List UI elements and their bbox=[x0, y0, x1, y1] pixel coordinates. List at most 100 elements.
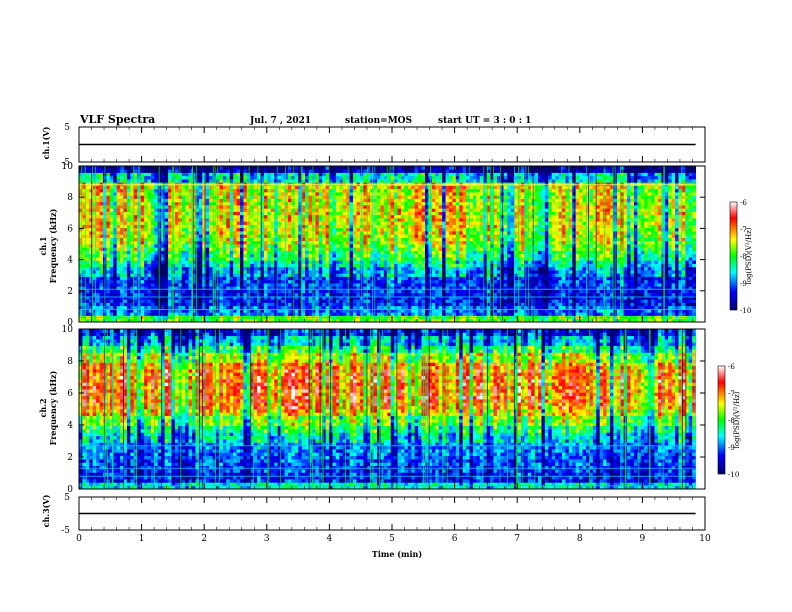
spectrogram-cell bbox=[154, 279, 159, 284]
spectrogram-cell bbox=[243, 253, 248, 258]
spectrogram-cell bbox=[380, 182, 385, 186]
spectrogram-cell bbox=[168, 299, 172, 303]
spectrogram-cell bbox=[335, 224, 340, 229]
spectrogram-cell bbox=[353, 244, 357, 248]
spectrogram-cell bbox=[150, 318, 155, 323]
spectrogram-cell bbox=[390, 201, 395, 206]
spectrogram-cell bbox=[205, 283, 210, 287]
spectrogram-cell bbox=[123, 312, 128, 316]
spectrogram-cell bbox=[329, 211, 333, 216]
spectrogram-cell bbox=[339, 260, 344, 264]
spectrogram-cell bbox=[233, 175, 237, 180]
spectrogram-cell bbox=[305, 240, 309, 245]
spectrogram-cell bbox=[116, 250, 121, 255]
spectrogram-cell bbox=[212, 296, 217, 300]
spectrogram-cell bbox=[147, 266, 152, 271]
spectrogram-cell bbox=[99, 302, 104, 307]
spectrogram-cell bbox=[373, 283, 378, 287]
spectrogram-cell bbox=[322, 279, 327, 284]
spectrogram-cell bbox=[356, 224, 361, 229]
spectrogram-cell bbox=[144, 279, 148, 284]
spectrogram-cell bbox=[414, 198, 419, 203]
spectrogram-cell bbox=[404, 221, 409, 225]
spectrogram-cell bbox=[397, 179, 402, 183]
spectrogram-cell bbox=[260, 273, 265, 277]
spectrogram-cell bbox=[421, 218, 426, 222]
spectrogram-cell bbox=[407, 195, 412, 199]
spectrogram-cell bbox=[123, 224, 128, 229]
spectrogram-cell bbox=[263, 305, 268, 310]
spectrogram-cell bbox=[233, 214, 237, 219]
spectrogram-cell bbox=[205, 201, 210, 206]
spectrogram-cell bbox=[325, 198, 330, 203]
y-tick-label: 5 bbox=[64, 123, 70, 133]
spectrogram-cell bbox=[322, 221, 327, 225]
spectrogram-cell bbox=[209, 283, 213, 287]
spectrogram-cell bbox=[390, 263, 395, 268]
spectrogram-cell bbox=[205, 266, 210, 271]
spectrogram-cell bbox=[188, 292, 193, 297]
spectrogram-cell bbox=[390, 218, 395, 222]
spectrogram-cell bbox=[263, 244, 268, 248]
spectrogram-cell bbox=[270, 292, 275, 297]
spectrogram-cell bbox=[418, 240, 422, 245]
spectrogram-cell bbox=[329, 201, 333, 206]
spectrogram-cell bbox=[219, 299, 224, 303]
spectrogram-cell bbox=[130, 305, 135, 310]
spectrogram-cell bbox=[116, 208, 121, 212]
spectrogram-cell bbox=[209, 218, 213, 222]
spectrogram-cell bbox=[147, 309, 152, 313]
spectrogram-cell bbox=[212, 205, 217, 209]
spectrogram-cell bbox=[250, 273, 255, 277]
spectrogram-cell bbox=[209, 260, 213, 264]
spectrogram-cell bbox=[373, 169, 378, 173]
spectrogram-cell bbox=[140, 309, 145, 313]
spectrogram-cell bbox=[92, 169, 97, 173]
spectrogram-cell bbox=[92, 292, 97, 297]
spectrogram-cell bbox=[298, 244, 303, 248]
spectrogram-cell bbox=[82, 227, 87, 232]
spectrogram-cell bbox=[353, 201, 357, 206]
spectrogram-cell bbox=[414, 192, 419, 196]
spectrogram-cell bbox=[311, 273, 316, 277]
spectrogram-cell bbox=[318, 305, 323, 310]
spectrogram-cell bbox=[120, 172, 124, 177]
spectrogram-cell bbox=[263, 221, 268, 225]
spectrogram-cell bbox=[301, 195, 306, 199]
spectrogram-cell bbox=[157, 289, 162, 294]
spectrogram-cell bbox=[212, 166, 217, 170]
spectrogram-cell bbox=[116, 247, 121, 251]
spectrogram-cell bbox=[390, 286, 395, 290]
spectrogram-cell bbox=[168, 318, 172, 323]
spectrogram-cell bbox=[164, 211, 169, 216]
spectrogram-cell bbox=[267, 214, 272, 219]
spectrogram-cell bbox=[123, 244, 128, 248]
spectrogram-cell bbox=[205, 318, 210, 323]
spectrogram-cell bbox=[126, 263, 131, 268]
spectrogram-cell bbox=[154, 263, 159, 268]
spectrogram-cell bbox=[240, 214, 244, 219]
spectrogram-cell bbox=[294, 266, 299, 271]
spectrogram-cell bbox=[79, 185, 83, 190]
spectrogram-cell bbox=[222, 205, 227, 209]
spectrogram-cell bbox=[287, 279, 292, 284]
spectrogram-cell bbox=[298, 266, 303, 271]
spectrogram-cell bbox=[267, 273, 272, 277]
spectrogram-cell bbox=[263, 318, 268, 323]
spectrogram-cell bbox=[263, 270, 268, 274]
spectrogram-cell bbox=[195, 283, 200, 287]
spectrogram-cell bbox=[168, 227, 172, 232]
spectrogram-cell bbox=[147, 201, 152, 206]
spectrogram-cell bbox=[236, 231, 241, 235]
spectrogram-cell bbox=[130, 231, 135, 235]
spectrogram-cell bbox=[390, 172, 395, 177]
spectrogram-cell bbox=[116, 211, 121, 216]
spectrogram-cell bbox=[397, 172, 402, 177]
spectrogram-cell bbox=[120, 286, 124, 290]
spectrogram-cell bbox=[96, 198, 100, 203]
spectrogram-cell bbox=[298, 234, 303, 238]
spectrogram-cell bbox=[120, 195, 124, 199]
spectrogram-cell bbox=[188, 172, 193, 177]
spectrogram-cell bbox=[298, 188, 303, 193]
spectrogram-cell bbox=[202, 260, 207, 264]
